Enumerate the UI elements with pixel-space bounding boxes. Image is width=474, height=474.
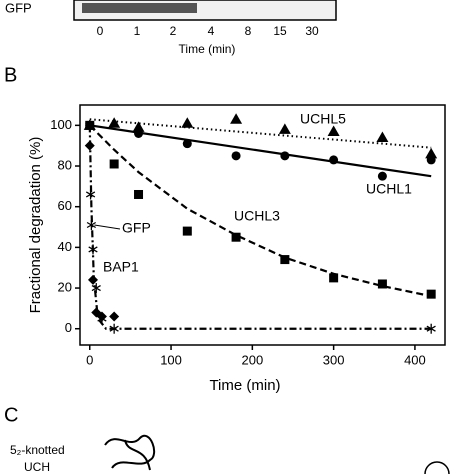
x-axis-label: Time (min) [209,377,280,394]
lane-label: 1 [134,24,141,38]
gel-band [82,3,197,13]
lane-label: 2 [170,24,177,38]
x-tick-label: 200 [241,352,263,367]
marker [182,139,192,149]
y-tick-label: 20 [58,279,72,294]
marker [426,155,436,165]
marker [278,123,291,134]
leader-line [94,224,121,230]
structure-drawing [424,461,450,474]
y-tick-label: 0 [65,320,72,335]
marker [425,147,438,159]
y-tick-label: 80 [58,157,72,172]
marker-stroke [85,122,95,129]
marker [280,255,290,265]
series-label: GFP [122,220,151,236]
gel-xlabel: Time (min) [179,42,236,56]
structure-label: UCH [24,460,50,474]
fit-line [89,118,432,149]
lane-label: 8 [245,24,252,38]
lane-label: 15 [273,24,287,38]
series-label: UCHL1 [366,181,412,197]
structure-drawing [104,434,156,471]
marker [377,171,387,181]
marker-stroke [91,284,101,292]
marker [182,226,192,236]
y-axis-label: Fractional degradation (%) [27,137,44,314]
fit-line [89,124,432,178]
x-tick-label: 0 [86,352,93,367]
marker [108,117,121,128]
gel-label: GFP [5,0,32,15]
marker [327,125,340,136]
marker-stroke [426,325,436,332]
structure-label: 5₂-knotted [10,443,65,457]
series-label: BAP1 [103,259,139,275]
marker [377,279,387,289]
x-tick-label: 400 [404,352,426,367]
series-label: UCHL5 [300,111,346,127]
marker-stroke [85,191,96,198]
lane-label: 4 [208,24,215,38]
marker [230,113,243,124]
marker [231,232,241,242]
marker [109,311,120,322]
marker-stroke [86,221,97,229]
marker [329,273,339,283]
marker [132,121,145,132]
marker [109,159,119,169]
marker [181,117,194,128]
plot-frame [79,104,446,346]
panel-letter: C [4,404,18,426]
lane-label: 0 [97,24,104,38]
y-tick-label: 40 [58,239,72,254]
y-tick-label: 100 [50,117,72,132]
x-tick-label: 100 [160,352,182,367]
fit-line [88,124,432,298]
x-tick-label: 300 [323,352,345,367]
marker [376,131,389,143]
marker [96,311,107,322]
panel-letter: B [4,64,17,86]
fit-line [88,125,432,330]
marker [231,151,241,161]
marker [426,289,436,299]
lane-label: 30 [305,24,319,38]
series-label: UCHL3 [234,208,280,224]
marker [134,189,144,199]
y-tick-label: 60 [58,198,72,213]
